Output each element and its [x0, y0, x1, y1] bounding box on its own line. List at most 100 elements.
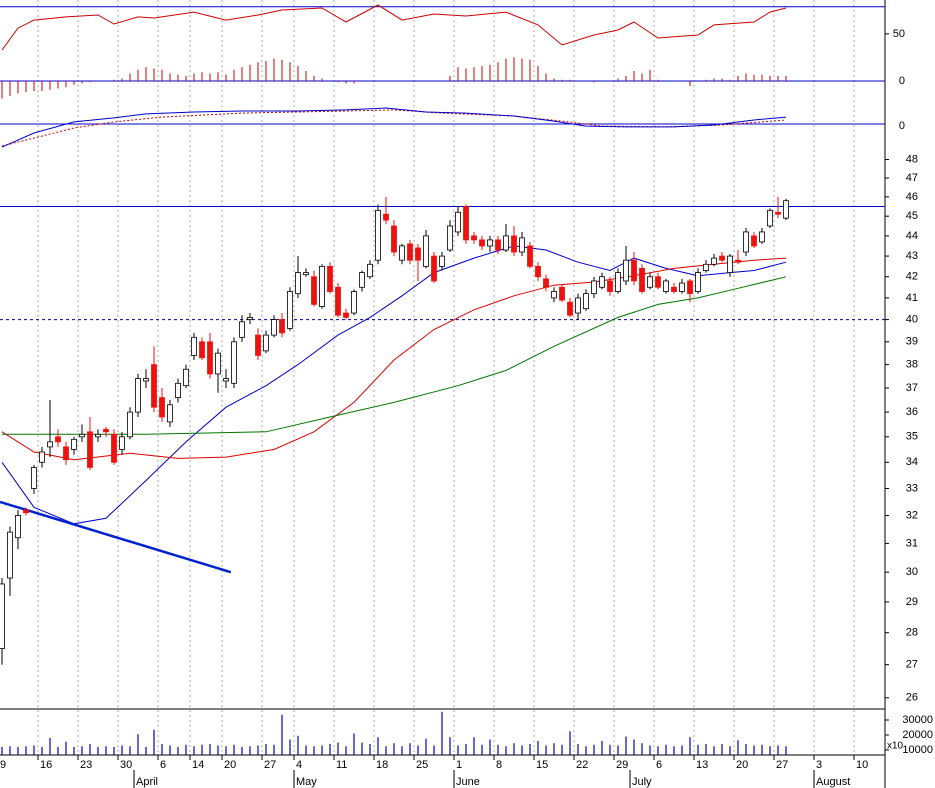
candle-body	[183, 368, 189, 387]
y-tick-label: 45	[906, 210, 918, 222]
candle-body	[239, 321, 245, 338]
x-tick-label: 3	[816, 759, 822, 771]
candle-body	[279, 319, 285, 334]
x-tick-label: 25	[416, 759, 428, 771]
candle-body	[503, 235, 509, 251]
candle-body	[23, 509, 29, 514]
moving-average	[2, 276, 787, 435]
candle-body	[687, 280, 693, 295]
candle-body	[719, 255, 725, 261]
candle-body	[639, 268, 645, 292]
candle-body	[335, 286, 341, 316]
candle-body	[319, 265, 325, 307]
candle-body	[7, 531, 13, 579]
x-tick-label: 20	[736, 759, 748, 771]
x-tick-label: 22	[576, 759, 588, 771]
candle-body	[375, 209, 381, 261]
candle-body	[191, 336, 197, 356]
candle-body	[759, 231, 765, 243]
y-tick-label: 35	[906, 431, 918, 443]
candle-body	[311, 276, 317, 305]
candle-body	[703, 263, 709, 271]
candle-body	[471, 235, 477, 241]
trendline	[0, 500, 232, 574]
candle-body	[303, 272, 309, 276]
candle-body	[231, 341, 237, 384]
moving-average	[1, 257, 787, 461]
candle-body	[79, 433, 85, 438]
y-tick-label: 31	[906, 537, 918, 549]
x-tick-label: 18	[376, 759, 388, 771]
candle-body	[287, 291, 293, 329]
month-label: June	[456, 776, 480, 788]
candle-body	[519, 237, 525, 253]
x-tick-label: 10	[856, 759, 868, 771]
candle-body	[127, 411, 133, 438]
candle-body	[647, 276, 653, 288]
candle-body	[199, 341, 205, 359]
candle-body	[263, 334, 269, 352]
x-tick-label: 11	[336, 759, 347, 771]
candle-body	[255, 334, 261, 356]
candle-body	[623, 259, 629, 282]
y-tick-label: 29	[906, 596, 918, 608]
candle-body	[527, 245, 533, 267]
candle-body	[431, 255, 437, 282]
month-label: May	[296, 776, 317, 788]
candle-body	[663, 280, 669, 292]
month-label: July	[632, 776, 652, 788]
y-tick-label: 26	[906, 692, 918, 704]
y-tick-label: 33	[906, 482, 918, 494]
x-tick-label: 29	[616, 759, 628, 771]
y-tick-label: 36	[906, 406, 918, 418]
candle-body	[615, 272, 621, 292]
x-tick-label: 27	[264, 759, 276, 771]
candle-body	[559, 286, 565, 301]
x-tick-label: 23	[80, 759, 92, 771]
candle-body	[135, 378, 141, 413]
rsi-line	[1, 4, 787, 51]
candle-body	[159, 397, 165, 418]
candle-body	[111, 433, 117, 463]
y-tick-label: 46	[906, 191, 918, 203]
y-tick-label: 40	[906, 313, 918, 325]
candle-body	[415, 247, 421, 261]
candle-body	[399, 245, 405, 261]
candle-body	[463, 206, 469, 241]
moving-average	[1, 245, 787, 525]
y-tick-label: 34	[906, 456, 918, 468]
x-tick-label: 30	[120, 759, 132, 771]
x-tick-label: 6	[656, 759, 662, 771]
candle-body	[679, 282, 685, 292]
candle-body	[511, 235, 517, 253]
candle-body	[383, 213, 389, 221]
y-tick-label: 39	[906, 336, 918, 348]
candle-body	[39, 451, 45, 463]
candle-body	[575, 297, 581, 314]
candle-body	[47, 441, 53, 448]
candle-body	[327, 265, 333, 292]
candle-body	[151, 364, 157, 408]
candle-body	[207, 341, 213, 375]
macd-line	[1, 107, 787, 148]
candle-body	[671, 286, 677, 292]
y-tick-label: 0	[899, 75, 905, 87]
candle-body	[63, 446, 69, 461]
x-tick-label: 15	[536, 759, 548, 771]
candle-body	[0, 583, 5, 649]
candle-body	[727, 255, 733, 273]
x-tick-label: 27	[776, 759, 788, 771]
x-tick-label: 6	[160, 759, 166, 771]
candle-body	[391, 225, 397, 253]
candle-body	[119, 436, 125, 450]
x-tick-label: 20	[224, 759, 236, 771]
y-tick-label: 30000	[902, 714, 933, 726]
candle-body	[487, 239, 493, 247]
candle-body	[447, 225, 453, 251]
candle-body	[751, 235, 757, 247]
y-tick-label: 48	[906, 153, 918, 165]
y-tick-label: 30	[906, 566, 918, 578]
candle-body	[495, 239, 501, 251]
y-tick-label: 32	[906, 509, 918, 521]
